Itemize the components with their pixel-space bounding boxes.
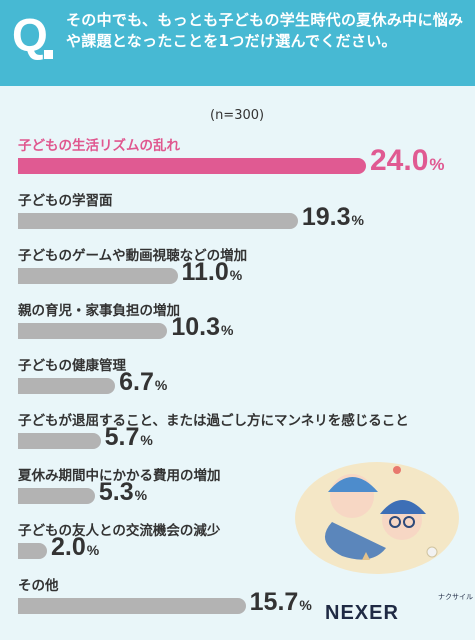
question-header: Q その中でも、もっとも子どもの学生時代の夏休み中に悩みや課題となったことを1つ… [0, 0, 475, 86]
bar [18, 323, 168, 339]
bar [18, 158, 366, 174]
bar [18, 598, 246, 614]
bar [18, 488, 95, 504]
bar-value-label: 19.3% [301, 203, 364, 231]
bar-label: 子どもの生活リズムの乱れ [18, 138, 180, 154]
question-text: その中でも、もっとも子どもの学生時代の夏休み中に悩みや課題となったことを1つだけ… [66, 11, 464, 50]
bar-value-label: 6.7% [119, 368, 168, 396]
bar-label: 夏休み期間中にかかる費用の増加 [18, 468, 221, 484]
sample-size-note: (n=300) [210, 108, 265, 123]
crab-icon [393, 466, 401, 474]
bar-label: 子どもの学習面 [18, 193, 113, 209]
bar-label: 親の育児・家事負担の増加 [18, 303, 180, 319]
brand-kana: ナクサイル [438, 593, 473, 601]
bar-value-label: 2.0% [51, 533, 100, 561]
bar-label: その他 [18, 578, 59, 594]
bar-label: 子どもの健康管理 [18, 358, 126, 374]
bar [18, 543, 47, 559]
bar-label: 子どものゲームや動画視聴などの増加 [18, 248, 248, 264]
bar-label: 子どもが退屈すること、または過ごし方にマンネリを感じること [18, 413, 409, 429]
q-dot-decoration [44, 50, 53, 59]
bar [18, 378, 116, 394]
q-mark: Q [12, 9, 48, 61]
kids-at-beach-illustration [295, 462, 459, 574]
bar [18, 213, 298, 229]
bar-label: 子どもの友人との交流機会の減少 [18, 523, 221, 539]
bar-value-label: 5.3% [98, 478, 148, 506]
bar [18, 268, 178, 284]
brand-logo: NEXER [325, 602, 399, 624]
bar-value-label: 10.3% [171, 313, 234, 341]
bar-value-label: 5.7% [104, 423, 153, 451]
bar [18, 433, 101, 449]
bar-value-label: 24.0% [370, 144, 445, 177]
bar-value-label: 11.0% [181, 258, 243, 286]
bar-value-label: 15.7% [249, 588, 312, 616]
